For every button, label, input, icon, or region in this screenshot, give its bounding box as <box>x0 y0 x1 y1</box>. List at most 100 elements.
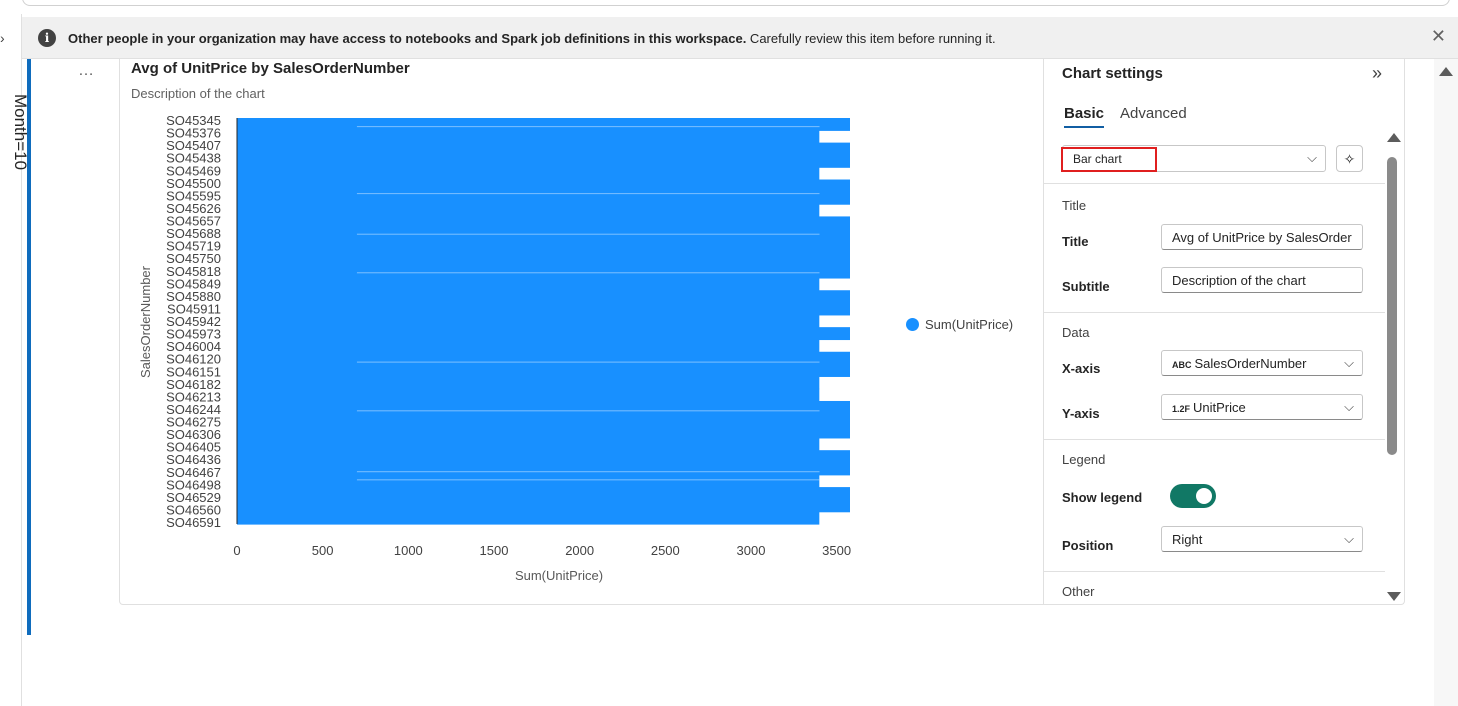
section-legend-label: Legend <box>1062 452 1106 467</box>
position-label: Position <box>1062 538 1114 553</box>
y-axis-dropdown[interactable]: 1.2F UnitPrice ⌵ <box>1161 394 1363 420</box>
y-tick-label: SO45750 <box>166 251 221 266</box>
y-tick-label: SO45880 <box>166 289 221 304</box>
row-separator <box>356 479 820 481</box>
y-axis-value: UnitPrice <box>1193 400 1246 415</box>
bar <box>237 167 820 181</box>
security-banner: i Other people in your organization may … <box>22 17 1458 59</box>
y-tick-label: SO45376 <box>166 126 221 141</box>
scroll-up-icon[interactable] <box>1387 133 1401 142</box>
show-legend-toggle[interactable] <box>1170 484 1216 508</box>
subtitle-input-value: Description of the chart <box>1172 273 1306 288</box>
bar <box>237 290 850 304</box>
bar <box>237 302 850 316</box>
y-tick-label: SO46213 <box>166 389 221 404</box>
legend-label: Sum(UnitPrice) <box>925 317 1014 332</box>
y-axis-title: SalesOrderNumber <box>138 265 153 378</box>
x-tick-label: 1000 <box>394 543 423 558</box>
y-tick-label: SO45657 <box>166 214 221 229</box>
y-tick-label: SO46467 <box>166 465 221 480</box>
bar <box>237 228 850 242</box>
y-tick-label: SO46405 <box>166 440 221 455</box>
row-separator <box>356 126 820 128</box>
chevron-down-icon: ⌵ <box>1344 355 1354 370</box>
y-tick-label: SO45818 <box>166 264 221 279</box>
row-separator <box>356 193 820 195</box>
title-input[interactable]: Avg of UnitPrice by SalesOrder <box>1161 224 1363 250</box>
y-tick-label: SO45942 <box>166 314 221 329</box>
bar <box>237 499 850 513</box>
x-tick-label: 2000 <box>565 543 594 558</box>
bar <box>237 216 850 230</box>
legend-position-dropdown[interactable]: Right ⌵ <box>1161 526 1363 552</box>
y-tick-label: SO46306 <box>166 427 221 442</box>
y-tick-label: SO45595 <box>166 188 221 203</box>
y-tick-label: SO45973 <box>166 327 221 342</box>
x-axis-label: X-axis <box>1062 361 1101 376</box>
bar <box>237 277 820 291</box>
bar <box>237 130 820 144</box>
x-tick-label: 3500 <box>822 543 851 558</box>
y-tick-label: SO46151 <box>166 364 221 379</box>
suggest-chart-button[interactable]: ✧ <box>1336 145 1363 172</box>
chart-title: Avg of UnitPrice by SalesOrderNumber <box>131 60 410 77</box>
x-axis-dropdown[interactable]: ABC SalesOrderNumber ⌵ <box>1161 350 1363 376</box>
show-legend-label: Show legend <box>1062 490 1143 505</box>
bar <box>237 376 820 390</box>
info-icon: i <box>38 29 56 47</box>
bar <box>237 450 850 464</box>
more-options-icon[interactable]: … <box>78 62 95 79</box>
close-icon[interactable]: ✕ <box>1430 26 1446 46</box>
bar <box>237 327 850 341</box>
bar <box>237 265 850 279</box>
page-scrollbar[interactable] <box>1434 59 1458 706</box>
y-tick-label: SO46436 <box>166 452 221 467</box>
chevron-down-icon: ⌵ <box>1344 399 1354 414</box>
chart-legend[interactable]: Sum(UnitPrice) <box>906 317 1013 332</box>
y-tick-label: SO46182 <box>166 377 221 392</box>
expand-chevron-icon[interactable]: › <box>0 30 5 46</box>
y-tick-label: SO45469 <box>166 163 221 178</box>
bar <box>237 511 820 525</box>
chart-type-dropdown[interactable]: Bar chart ⌵ <box>1061 145 1326 172</box>
chevron-down-icon: ⌵ <box>1344 531 1354 546</box>
top-border <box>22 0 1450 6</box>
bar <box>237 118 850 131</box>
x-tick-label: 2500 <box>651 543 680 558</box>
bar <box>237 179 850 193</box>
y-axis-label: Y-axis <box>1062 406 1100 421</box>
tab-advanced[interactable]: Advanced <box>1120 105 1187 122</box>
subtitle-input[interactable]: Description of the chart <box>1161 267 1363 293</box>
page-scroll-up-icon[interactable] <box>1439 67 1453 76</box>
chart-subtitle: Description of the chart <box>131 86 265 101</box>
y-tick-label: SO45911 <box>167 301 221 316</box>
bar <box>237 462 850 476</box>
text-type-icon: ABC <box>1172 360 1192 370</box>
bar <box>237 204 820 218</box>
bar <box>237 388 820 402</box>
y-tick-label: SO45438 <box>166 151 221 166</box>
legend-swatch <box>906 318 919 331</box>
collapse-panel-icon[interactable]: » <box>1372 63 1383 83</box>
tab-basic[interactable]: Basic <box>1064 105 1105 128</box>
scroll-thumb[interactable] <box>1387 157 1397 455</box>
section-other-label: Other <box>1062 584 1095 599</box>
x-tick-label: 1500 <box>480 543 509 558</box>
y-tick-label: SO45345 <box>166 113 221 128</box>
x-axis-value: SalesOrderNumber <box>1194 356 1307 371</box>
settings-scrollbar[interactable] <box>1385 133 1401 601</box>
row-separator <box>356 233 820 235</box>
y-tick-label: SO45500 <box>166 176 221 191</box>
y-tick-label: SO46120 <box>166 352 221 367</box>
scroll-down-icon[interactable] <box>1387 592 1401 601</box>
divider <box>1044 571 1385 572</box>
row-separator <box>356 410 820 412</box>
bar <box>237 154 850 168</box>
y-tick-label: SO45688 <box>166 226 221 241</box>
bar <box>237 314 820 328</box>
banner-text: Carefully review this item before runnin… <box>746 31 996 46</box>
bar <box>237 437 820 451</box>
bar <box>237 339 820 353</box>
bar <box>237 241 850 254</box>
y-tick-label: SO46529 <box>166 490 221 505</box>
